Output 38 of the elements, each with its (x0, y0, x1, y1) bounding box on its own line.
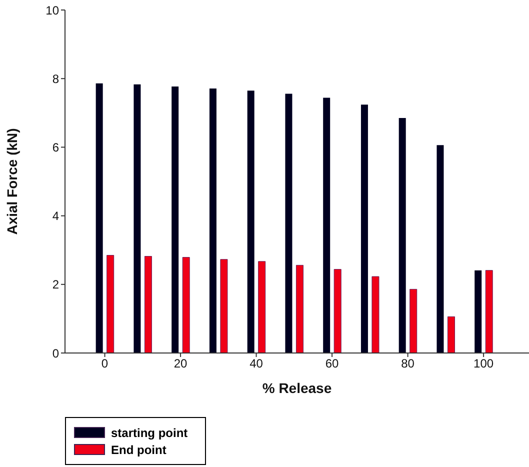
x-tick-label: 100 (474, 356, 494, 371)
y-tick-label: 0 (52, 346, 60, 360)
bar (360, 104, 368, 353)
x-tick-label: 20 (174, 356, 188, 371)
bar (106, 254, 114, 353)
x-tick-label: 40 (250, 356, 264, 371)
y-tick-label: 4 (52, 209, 60, 224)
y-tick-label: 10 (46, 3, 60, 18)
bar (323, 98, 330, 353)
bar (296, 264, 304, 353)
bar (220, 259, 228, 353)
x-tick-label: 0 (101, 356, 108, 371)
bar (436, 145, 444, 353)
bar (144, 256, 152, 353)
y-tick-label: 2 (52, 278, 60, 292)
legend-label: starting point (111, 426, 188, 440)
bar (372, 276, 380, 353)
bar (474, 270, 482, 353)
x-tick-label: 80 (401, 356, 415, 371)
bar (209, 88, 216, 353)
bar (334, 269, 342, 353)
bar (134, 84, 141, 353)
y-tick-label: 6 (52, 140, 60, 154)
legend-label: End point (111, 442, 166, 456)
bar (285, 94, 292, 353)
x-axis-title: % Release (262, 380, 332, 396)
y-tick-label: 8 (52, 72, 60, 86)
bar (447, 316, 455, 353)
bar (398, 118, 406, 353)
y-axis-title: Axial Force (kN) (4, 128, 20, 235)
bar (96, 83, 103, 353)
bar (182, 257, 190, 353)
x-tick-label: 60 (325, 356, 340, 371)
bar (172, 86, 179, 353)
bar (410, 288, 418, 353)
bar (485, 270, 493, 353)
bar (247, 90, 254, 353)
bar (258, 261, 266, 353)
